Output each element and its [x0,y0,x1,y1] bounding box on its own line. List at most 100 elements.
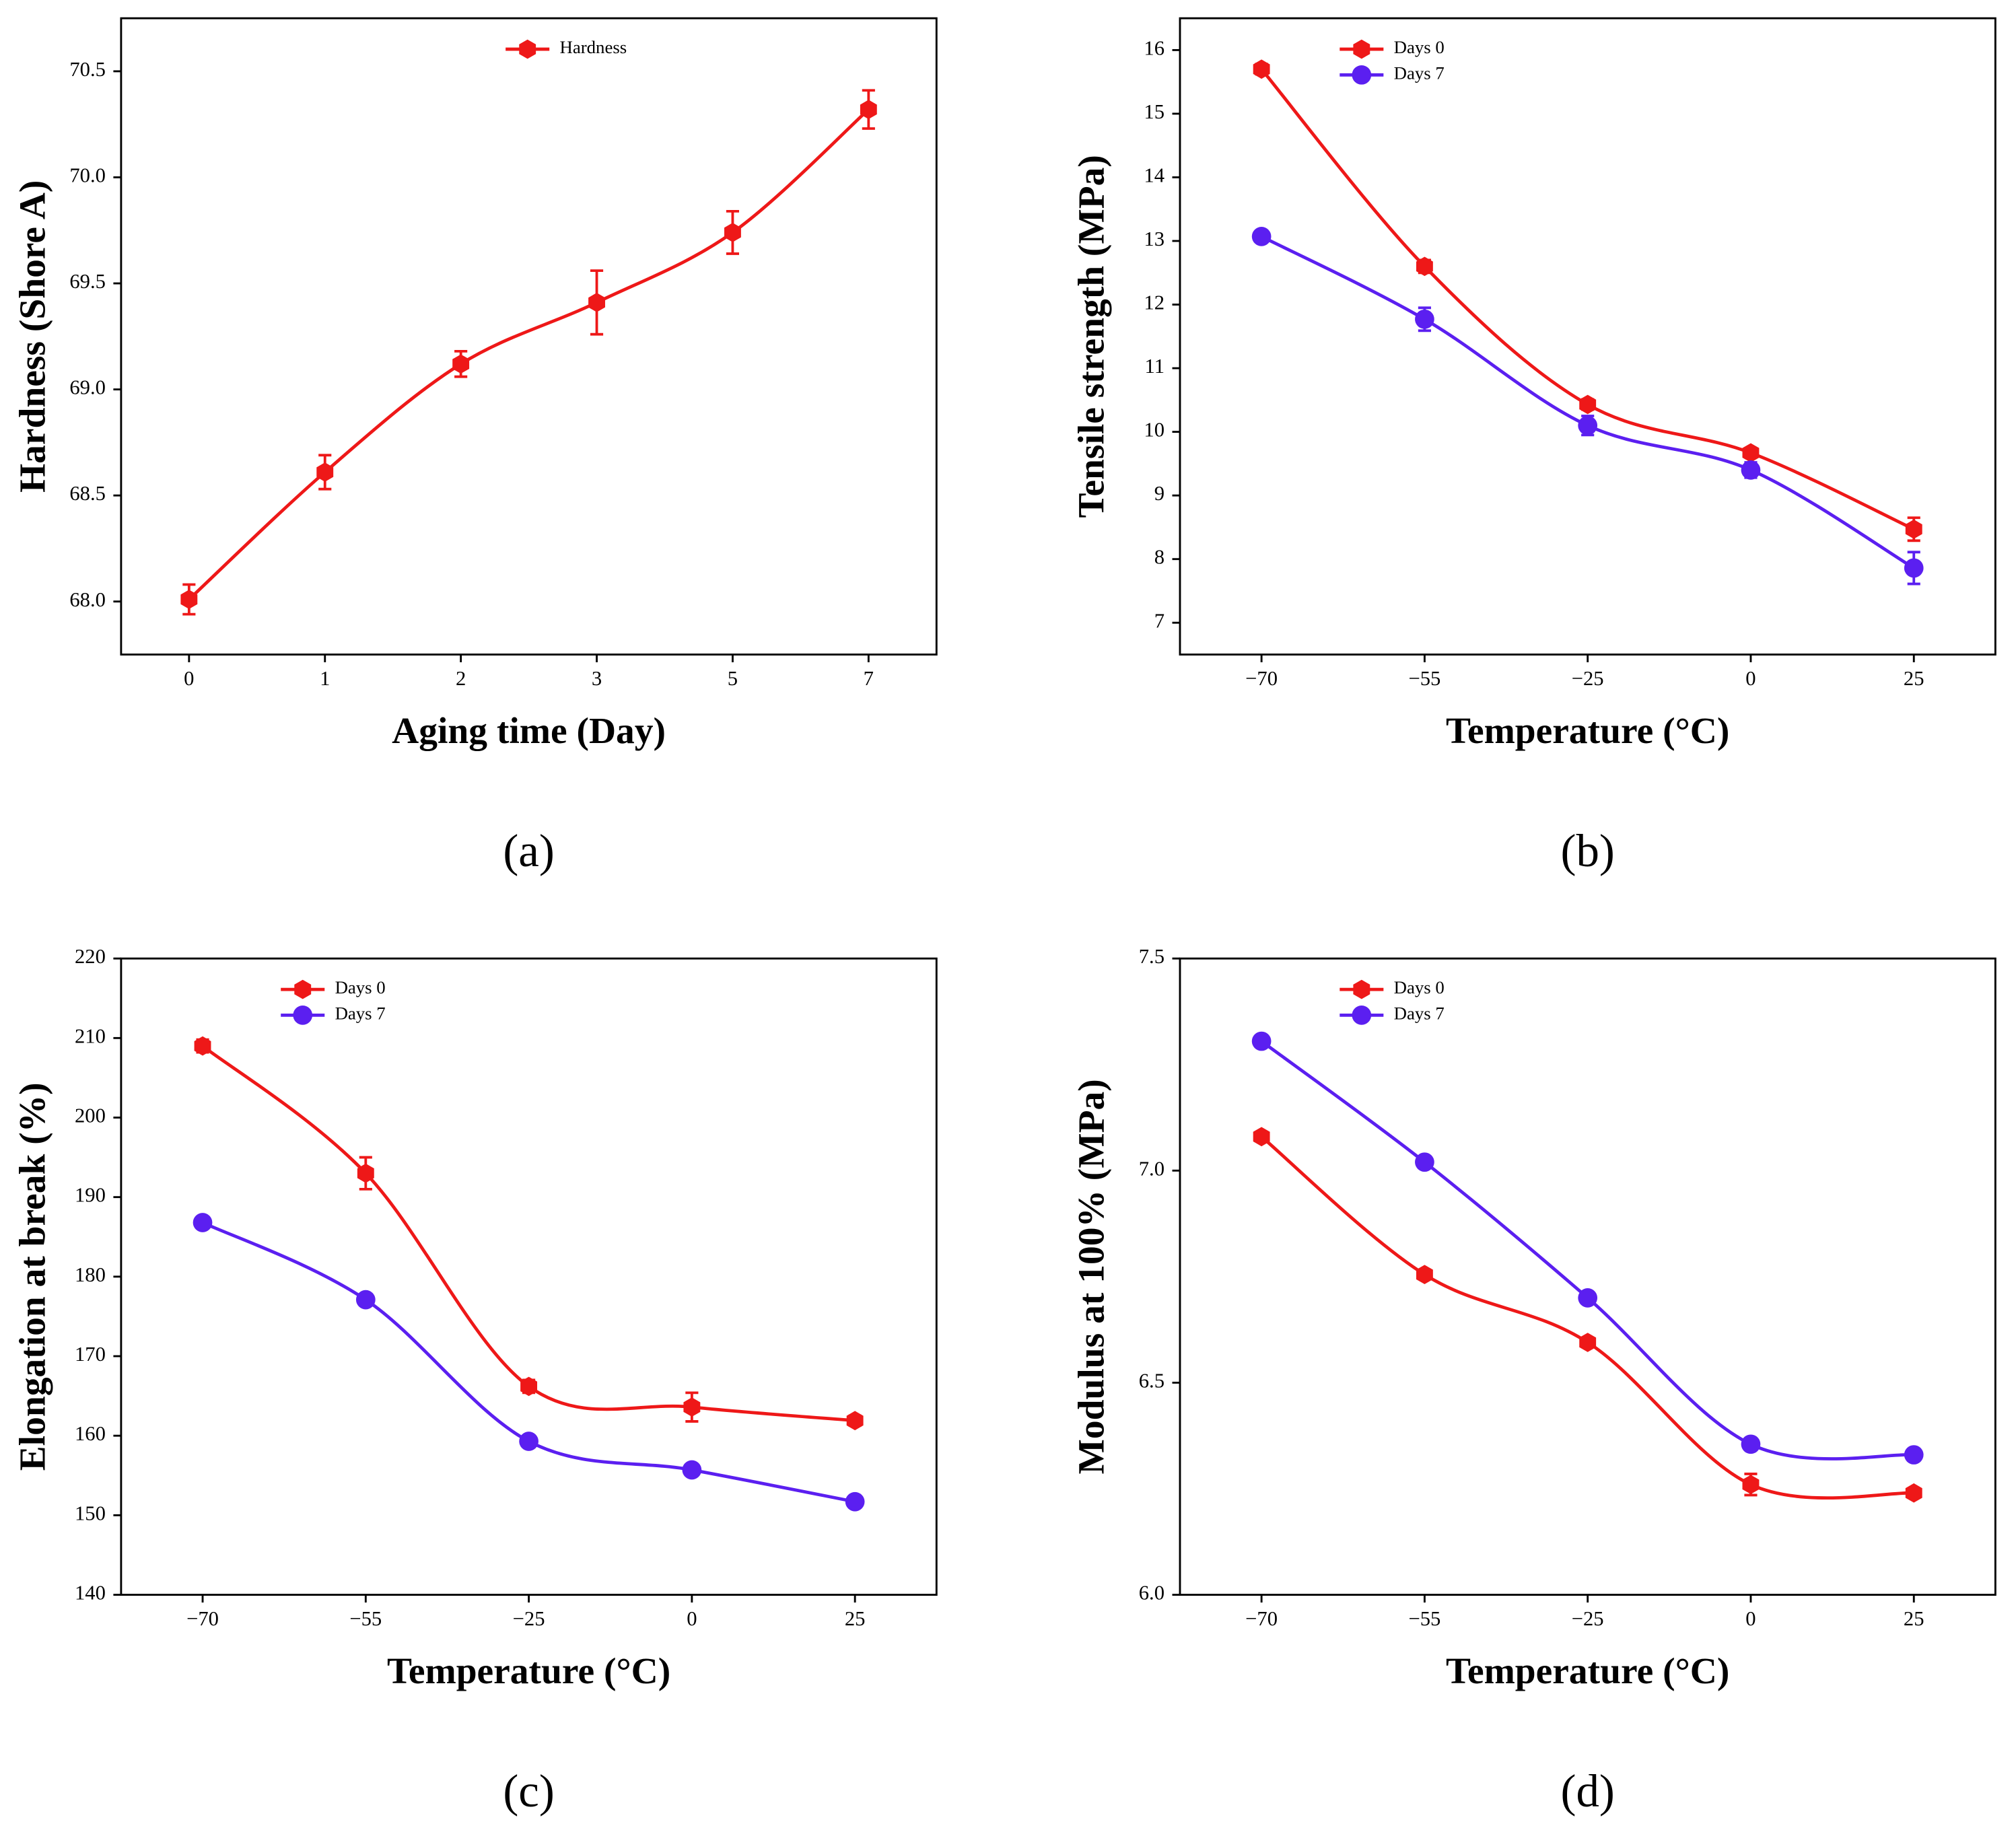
y-tick-label: 69.0 [69,376,106,399]
x-tick-label: 0 [1745,667,1756,690]
panel-label: (a) [503,825,554,876]
y-tick-label: 70.5 [69,58,106,81]
marker [1353,979,1370,999]
marker [860,100,877,119]
legend-label: Days 0 [1394,37,1445,57]
panel-label: (c) [503,1765,554,1817]
marker [1579,1333,1597,1352]
marker [1352,1006,1372,1025]
legend-label: Days 7 [335,1003,386,1023]
legend-label: Days 0 [335,977,386,997]
marker [1251,1031,1272,1051]
marker [683,1397,701,1417]
marker [194,1036,211,1056]
marker [355,1290,376,1310]
plot-frame [1179,17,1996,656]
marker [1416,256,1433,277]
x-tick-label: −25 [1572,667,1604,690]
marker [316,462,334,482]
x-tick-label: 25 [845,1607,866,1630]
x-tick-label: 0 [687,1607,697,1630]
panel: 6.0 6.5 7.0 7.5 −70 −55 −25 0 25 Temperature (°C)… [1071,945,1996,1817]
series-line [188,108,870,601]
y-tick-label: 190 [75,1184,106,1207]
marker [1251,227,1272,246]
marker [846,1411,864,1431]
x-axis-label: Temperature (°C) [1446,1651,1729,1692]
marker [1741,460,1761,480]
x-tick-label: −55 [349,1607,382,1630]
y-tick-label: 16 [1144,36,1165,59]
marker [1905,519,1922,539]
series-line [202,1221,856,1504]
marker [1742,443,1760,463]
marker [519,1432,538,1451]
y-tick-label: 7.5 [1139,945,1165,968]
marker [1578,1288,1598,1308]
x-axis-label: Temperature (°C) [387,1651,670,1692]
marker [520,1376,538,1397]
panel: 68.0 68.5 69.0 69.5 70.0 70.5 0 1 2 3 5 7 Aging time… [12,17,938,876]
plot-frame [1179,957,1996,1596]
marker [682,1460,702,1480]
y-tick-label: 140 [75,1582,106,1605]
marker [1352,65,1372,85]
panel-label: (b) [1561,825,1615,876]
y-tick-label: 6.0 [1139,1582,1165,1605]
marker [193,1213,213,1232]
x-tick-label: 25 [1904,1607,1924,1630]
marker [724,223,741,242]
y-tick-label: 170 [75,1343,106,1366]
panel: 7 8 9 10 11 12 13 14 15 16 −70 −55 −25 0 25 Temperature… [1071,17,1996,876]
y-tick-label: 210 [75,1024,106,1047]
y-tick-label: 160 [75,1422,106,1445]
x-tick-label: −25 [513,1607,545,1630]
x-tick-label: −25 [1572,1607,1604,1630]
marker [1578,415,1598,435]
marker [1416,1265,1433,1285]
marker [452,354,470,374]
marker [1741,1434,1761,1454]
x-tick-label: −55 [1408,1607,1440,1630]
series-line [1260,1135,1914,1500]
series-line [1260,68,1915,531]
x-tick-label: 5 [728,667,738,690]
y-tick-label: 69.5 [69,270,106,293]
marker [1579,394,1597,415]
panel-label: (d) [1561,1765,1615,1817]
marker [1415,309,1434,329]
marker [1742,1475,1760,1495]
marker [1904,558,1924,578]
x-tick-label: 25 [1904,667,1924,690]
x-tick-label: −70 [1245,1607,1278,1630]
marker [1905,1483,1922,1503]
x-tick-label: −70 [1245,667,1278,690]
y-tick-label: 11 [1145,355,1165,378]
y-tick-label: 14 [1144,164,1165,187]
legend-label: Hardness [560,37,627,57]
y-axis-label: Hardness (Shore A) [12,180,53,493]
x-tick-label: 0 [1745,1607,1756,1630]
y-tick-label: 220 [75,945,106,968]
marker [1904,1445,1924,1465]
legend-label: Days 7 [1394,1003,1445,1023]
y-tick-label: 9 [1154,482,1165,505]
plot-frame [120,17,938,656]
y-tick-label: 68.0 [69,588,106,611]
y-tick-label: 10 [1144,419,1165,442]
marker [1353,39,1370,59]
x-tick-label: 0 [184,667,194,690]
x-tick-label: 2 [456,667,466,690]
marker [294,979,312,999]
marker [519,39,536,59]
x-tick-label: −70 [186,1607,219,1630]
y-axis-label: Modulus at 100% (MPa) [1071,1079,1112,1474]
series-line [1260,1040,1914,1460]
x-axis-label: Temperature (°C) [1446,711,1729,752]
legend-label: Days 7 [1394,63,1445,83]
marker [180,590,198,609]
marker [357,1163,374,1183]
marker [588,293,605,312]
